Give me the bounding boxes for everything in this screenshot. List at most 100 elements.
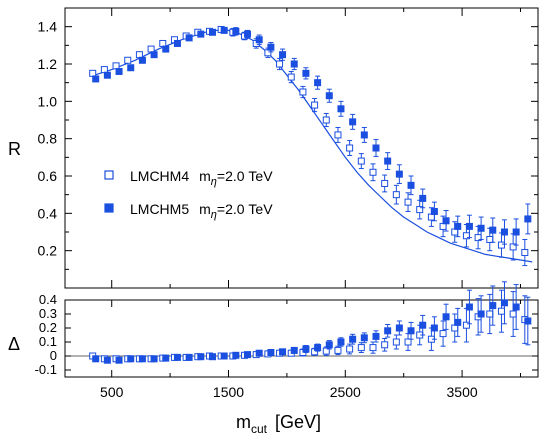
y-tick-label: 1.2 [38, 56, 58, 72]
data-point-lmchm5 [150, 51, 158, 59]
legend-mass-value: =2.0 TeV [217, 201, 273, 217]
y-tick-label: 0.2 [38, 243, 58, 259]
data-point-lmchm5 [185, 353, 193, 361]
x-tick-label: 500 [100, 384, 124, 400]
data-point-lmchm5 [430, 324, 438, 332]
data-point-lmchm5 [489, 226, 497, 234]
legend: LMCHM4 mη=2.0 TeV LMCHM5 mη=2.0 TeV [104, 168, 273, 221]
data-point-lmchm5 [419, 321, 427, 329]
data-point-lmchm5 [92, 75, 100, 83]
legend-entry-lmchm5: LMCHM5 mη=2.0 TeV [104, 201, 273, 221]
data-point-lmchm4 [381, 179, 389, 187]
data-point-lmchm4 [276, 60, 284, 68]
data-point-lmchm5 [314, 344, 322, 352]
data-point-lmchm5 [337, 105, 345, 113]
data-point-lmchm5 [279, 348, 287, 356]
data-point-lmchm4 [334, 131, 342, 139]
legend-entry-lmchm4: LMCHM4 mη=2.0 TeV [104, 168, 273, 188]
y-tick-label: 1.0 [38, 93, 58, 109]
data-point-lmchm5 [465, 303, 473, 311]
data-point-lmchm4 [509, 310, 517, 318]
data-point-lmchm5 [360, 131, 368, 139]
data-point-lmchm4 [369, 344, 377, 352]
data-point-lmchm5 [419, 194, 427, 202]
y-tick-label: 1.4 [38, 19, 58, 35]
data-point-lmchm5 [150, 355, 158, 363]
data-point-lmchm5 [360, 334, 368, 342]
legend-mass-symbol: m [199, 168, 211, 184]
data-point-lmchm5 [325, 341, 333, 349]
data-point-lmchm5 [442, 217, 450, 225]
data-point-lmchm5 [524, 317, 532, 325]
data-point-lmchm5 [127, 355, 135, 363]
ratio-data-points [89, 281, 532, 364]
data-point-lmchm5 [220, 352, 228, 360]
legend-mass-symbol: m [199, 201, 211, 217]
x-tick-label: 3500 [447, 384, 478, 400]
legend-mass-subscript: η [211, 209, 217, 221]
data-point-lmchm5 [232, 27, 240, 35]
data-point-lmchm4 [124, 56, 132, 64]
ratio-y-tick-label: 0.4 [39, 292, 57, 307]
data-point-lmchm5 [267, 43, 275, 51]
data-point-lmchm5 [208, 28, 216, 36]
data-point-lmchm4 [357, 157, 365, 165]
data-point-lmchm5 [430, 207, 438, 215]
y-tick-label: 0.6 [38, 168, 58, 184]
data-point-lmchm4 [392, 191, 400, 199]
data-point-lmchm4 [287, 73, 295, 81]
ratio-y-tick-label: -0.1 [35, 362, 57, 377]
data-point-lmchm5 [115, 67, 123, 75]
data-point-lmchm5 [302, 69, 310, 77]
data-point-lmchm4 [439, 330, 447, 338]
legend-marker-filled [104, 203, 114, 213]
data-point-lmchm5 [384, 327, 392, 335]
legend-series-name: LMCHM5 [130, 201, 189, 217]
data-point-lmchm4 [497, 241, 505, 249]
data-point-lmchm5 [103, 71, 111, 79]
data-point-lmchm4 [357, 344, 365, 352]
data-point-lmchm5 [477, 224, 485, 232]
data-point-lmchm5 [372, 144, 380, 152]
legend-mass-subscript: η [211, 176, 217, 188]
data-point-lmchm5 [92, 355, 100, 363]
data-point-lmchm5 [290, 60, 298, 68]
x-axis: 500 1500 2500 3500 [100, 8, 521, 400]
data-point-lmchm4 [299, 88, 307, 96]
data-point-lmchm5 [349, 335, 357, 343]
data-point-lmchm5 [267, 349, 275, 356]
data-point-lmchm5 [162, 354, 170, 362]
data-point-lmchm5 [244, 30, 252, 38]
data-point-lmchm4 [381, 341, 389, 349]
data-point-lmchm4 [311, 101, 319, 109]
data-point-lmchm5 [314, 79, 322, 87]
main-plot-frame [64, 7, 539, 289]
data-point-lmchm5 [127, 64, 135, 72]
data-point-lmchm5 [337, 338, 345, 346]
data-point-lmchm5 [395, 170, 403, 178]
data-point-lmchm4 [416, 206, 424, 214]
data-point-lmchm5 [208, 353, 216, 361]
x-axis-label-unit: [GeV] [275, 412, 321, 432]
data-point-lmchm5 [138, 56, 146, 64]
data-point-lmchm4 [346, 144, 354, 152]
data-point-lmchm4 [486, 235, 494, 243]
ratio-y-tick-label: 0 [50, 348, 57, 363]
data-point-lmchm5 [162, 45, 170, 53]
data-point-lmchm4 [147, 45, 155, 53]
y-tick-label: 0.8 [38, 131, 58, 147]
data-point-lmchm5 [244, 351, 252, 359]
x-tick-label: 2500 [330, 384, 361, 400]
x-axis-label: mcut [GeV] [236, 412, 321, 436]
data-point-lmchm5 [489, 302, 497, 310]
data-point-lmchm5 [512, 303, 520, 311]
ratio-y-axis-label: Δ [8, 334, 20, 354]
legend-marker-open [104, 170, 114, 180]
data-point-lmchm4 [486, 310, 494, 318]
data-point-lmchm5 [512, 228, 520, 236]
data-point-lmchm5 [454, 318, 462, 326]
data-point-lmchm4 [334, 346, 342, 354]
data-point-lmchm5 [407, 327, 415, 335]
legend-label-lmchm5: LMCHM5 mη=2.0 TeV [130, 201, 273, 221]
